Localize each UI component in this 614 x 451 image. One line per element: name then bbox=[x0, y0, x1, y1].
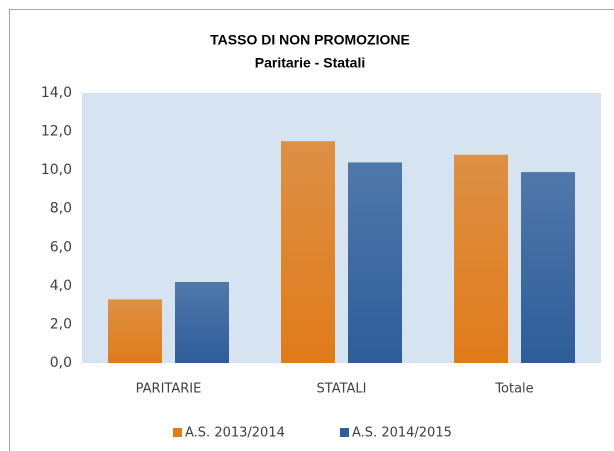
legend-label: A.S. 2013/2014 bbox=[185, 426, 285, 441]
legend-swatch bbox=[173, 428, 182, 437]
bar bbox=[521, 172, 575, 363]
chart-title: TASSO DI NON PROMOZIONE bbox=[210, 32, 410, 48]
bar bbox=[281, 141, 335, 363]
y-tick-label: 8,0 bbox=[50, 201, 72, 217]
x-tick-label: Totale bbox=[494, 382, 533, 397]
y-tick-label: 10,0 bbox=[41, 162, 72, 178]
y-tick-label: 2,0 bbox=[50, 316, 72, 332]
y-tick-label: 6,0 bbox=[50, 239, 72, 255]
bar bbox=[348, 162, 402, 363]
bar bbox=[175, 282, 229, 363]
plot-area bbox=[82, 93, 601, 363]
y-tick-label: 0,0 bbox=[50, 355, 72, 371]
y-tick-label: 14,0 bbox=[41, 85, 72, 101]
bar bbox=[454, 154, 508, 363]
legend-swatch bbox=[340, 428, 349, 437]
x-tick-label: STATALI bbox=[317, 382, 367, 397]
bar bbox=[108, 299, 162, 363]
x-tick-label: PARITARIE bbox=[136, 382, 202, 397]
y-tick-label: 4,0 bbox=[50, 278, 72, 294]
legend-label: A.S. 2014/2015 bbox=[352, 426, 452, 441]
chart-subtitle: Paritarie - Statali bbox=[255, 55, 366, 71]
y-tick-label: 12,0 bbox=[41, 124, 72, 140]
